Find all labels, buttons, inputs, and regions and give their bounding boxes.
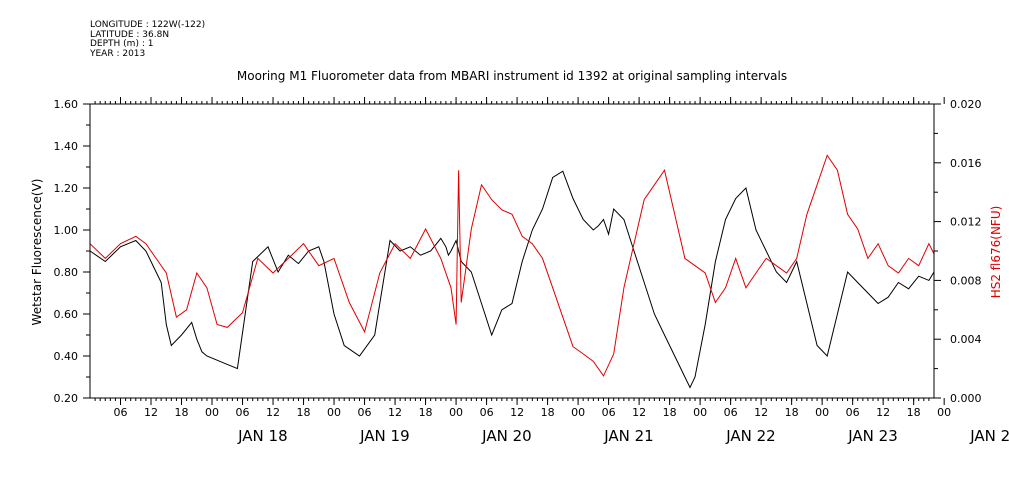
x-tick-label: 06: [602, 406, 616, 419]
y2-axis-label: HS2 fl676(NFU): [989, 206, 1003, 299]
y-tick-label: 1.00: [54, 224, 79, 237]
y-tick-label: 0.40: [54, 350, 79, 363]
x-tick-label: 06: [846, 406, 860, 419]
x-tick-label: 12: [144, 406, 158, 419]
y-tick-label: 0.60: [54, 308, 79, 321]
x-tick-label: 12: [754, 406, 768, 419]
x-tick-label: 18: [175, 406, 189, 419]
longitude-label: LONGITUDE : 122W(-122): [90, 20, 206, 30]
y-axis-label: Wetstar Fluorescence(V): [30, 179, 44, 326]
day-label: JAN 22: [725, 427, 776, 445]
y-tick-label: 0.20: [54, 392, 79, 405]
y-tick-label: 1.60: [54, 98, 79, 111]
day-label: JAN 18: [237, 427, 288, 445]
x-tick-label: 12: [632, 406, 646, 419]
chart-title: Mooring M1 Fluorometer data from MBARI i…: [237, 69, 787, 83]
x-tick-label: 06: [724, 406, 738, 419]
latitude-label: LATITUDE : 36.8N: [90, 29, 170, 40]
day-label: JAN 19: [359, 427, 410, 445]
series-line-right: [89, 154, 935, 377]
y-tick-label: 1.20: [54, 182, 79, 195]
x-tick-label: 12: [510, 406, 524, 419]
x-tick-label: 12: [876, 406, 890, 419]
x-tick-label: 18: [419, 406, 433, 419]
x-tick-label: 06: [236, 406, 250, 419]
day-label: JAN 23: [847, 427, 898, 445]
metadata-header: LONGITUDE : 122W(-122) LATITUDE : 36.8N …: [90, 20, 206, 59]
y2-tick-label: 0.012: [950, 216, 982, 229]
x-tick-label: 06: [114, 406, 128, 419]
y2-tick-label: 0.000: [950, 392, 982, 405]
y-tick-label: 1.40: [54, 140, 79, 153]
y2-tick-label: 0.008: [950, 274, 982, 287]
y2-tick-label: 0.020: [950, 98, 982, 111]
year-label: YEAR : 2013: [90, 48, 146, 59]
x-tick-label: 00: [571, 406, 585, 419]
series-group: [89, 154, 935, 389]
x-tick-label: 00: [449, 406, 463, 419]
axes-group: 0.20 0.40 0.60 0.80 1.00 1.20 1.40 1.60 0.000 0.0…: [54, 97, 1009, 445]
plot-frame: [89, 103, 935, 399]
x-tick-label: 00: [815, 406, 829, 419]
depth-label: DEPTH (m) : 1: [90, 39, 154, 49]
x-tick-label: 00: [205, 406, 219, 419]
x-tick-label: 18: [297, 406, 311, 419]
day-label: JAN 21: [603, 427, 654, 445]
x-tick-label: 18: [541, 406, 555, 419]
x-tick-label: 12: [266, 406, 280, 419]
x-tick-label: 00: [693, 406, 707, 419]
x-tick-label: 00: [327, 406, 341, 419]
y-tick-label: 0.80: [54, 266, 79, 279]
day-label: JAN 20: [481, 427, 532, 445]
y2-tick-label: 0.004: [950, 333, 982, 346]
x-tick-label: 18: [663, 406, 677, 419]
day-label: JAN 24: [969, 427, 1009, 445]
x-tick-label: 06: [358, 406, 372, 419]
x-tick-label: 00: [937, 406, 951, 419]
y2-tick-label: 0.016: [950, 157, 982, 170]
x-tick-label: 18: [907, 406, 921, 419]
x-tick-label: 06: [480, 406, 494, 419]
x-tick-label: 18: [785, 406, 799, 419]
series-line-left: [89, 170, 935, 389]
x-tick-label: 12: [388, 406, 402, 419]
